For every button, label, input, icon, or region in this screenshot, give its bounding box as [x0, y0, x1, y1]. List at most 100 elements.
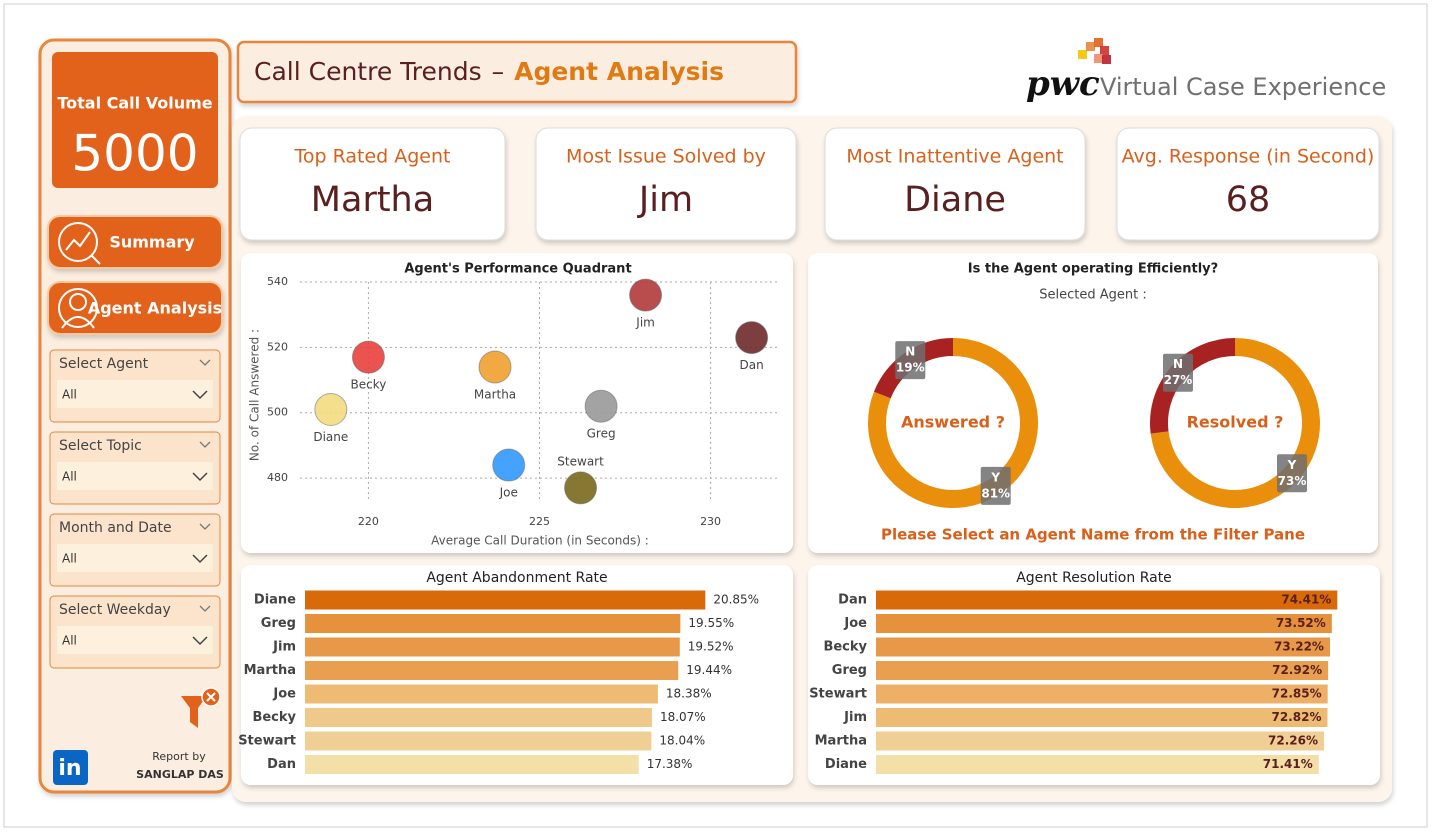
bar-category: Becky — [252, 710, 296, 725]
scatter-point[interactable] — [584, 389, 618, 423]
scatter-point[interactable] — [492, 448, 526, 482]
filter-label: Month and Date — [59, 520, 172, 536]
slice-value-label: 81% — [981, 486, 1010, 500]
chevron — [199, 605, 211, 612]
logo-square — [1094, 38, 1103, 47]
bar[interactable] — [305, 708, 652, 727]
kpi-label: Most Issue Solved by — [566, 146, 766, 168]
chevron — [199, 523, 211, 530]
bar-value-label: 19.55% — [688, 616, 734, 630]
bar[interactable] — [876, 755, 1319, 774]
total-card — [52, 52, 218, 188]
bar[interactable] — [876, 661, 1329, 680]
bar-value-label: 71.41% — [1263, 757, 1313, 771]
total-label: Total Call Volume — [57, 94, 212, 113]
bar-value-label: 72.92% — [1272, 663, 1322, 677]
y-tick-label: 520 — [267, 340, 288, 353]
bar-category: Joe — [843, 616, 867, 631]
slice-name: Y — [1287, 458, 1297, 472]
chevron — [199, 441, 211, 448]
slice-name: N — [1173, 357, 1183, 371]
chevron — [192, 390, 208, 400]
bar[interactable] — [876, 731, 1325, 751]
filter-label: Select Agent — [59, 356, 149, 372]
kpi-card — [239, 127, 506, 241]
logo-square — [1086, 42, 1095, 51]
bar[interactable] — [876, 614, 1332, 633]
scatter-point[interactable] — [314, 392, 348, 426]
slice-label-box — [1162, 353, 1193, 392]
logo-square — [1078, 50, 1087, 59]
bar-value-label: 73.22% — [1274, 640, 1324, 654]
efficiency-panel — [808, 253, 1378, 553]
bar[interactable] — [305, 731, 652, 751]
scatter-point[interactable] — [735, 321, 769, 355]
bar-category: Joe — [272, 687, 296, 702]
chevron — [192, 472, 208, 482]
bar[interactable] — [305, 684, 658, 704]
bar[interactable] — [305, 755, 639, 774]
slice-label-box — [1277, 454, 1308, 493]
bar[interactable] — [876, 637, 1330, 657]
point-label: Dan — [740, 358, 764, 372]
kpi-value: Martha — [311, 180, 434, 220]
bar-category: Greg — [832, 663, 867, 678]
kpi-card — [1116, 127, 1380, 241]
bar-value-label: 72.82% — [1271, 710, 1321, 724]
y-axis-label: No. of Call Answered : — [248, 329, 262, 461]
bar-category: Stewart — [238, 734, 296, 749]
kpi-card — [824, 127, 1086, 241]
kpi-label: Avg. Response (in Second) — [1122, 146, 1375, 168]
filter-dropdown[interactable] — [57, 380, 213, 408]
bar[interactable] — [876, 708, 1328, 727]
logo-square — [1102, 55, 1111, 64]
bar-category: Martha — [815, 734, 867, 749]
nav-icon — [61, 293, 95, 329]
bar-category: Dan — [267, 757, 296, 772]
scatter-point[interactable] — [629, 278, 663, 312]
bar[interactable] — [305, 637, 680, 657]
bar[interactable] — [876, 684, 1328, 704]
chart-title: Agent Abandonment Rate — [426, 570, 607, 586]
bar-category: Greg — [261, 616, 296, 631]
slice-value-label: 27% — [1164, 373, 1193, 387]
bar-category: Martha — [244, 663, 296, 678]
point-label: Stewart — [557, 454, 604, 468]
nav-label: Summary — [109, 233, 195, 252]
bar-category: Jim — [843, 710, 867, 725]
title-sub: Agent Analysis — [514, 57, 724, 86]
bar-value-label: 18.04% — [659, 734, 705, 748]
kpi-value: Jim — [637, 180, 693, 220]
bar[interactable] — [876, 590, 1338, 610]
report-by: Report by — [152, 750, 206, 763]
filter-dropdown[interactable] — [57, 626, 213, 654]
chevron — [199, 359, 211, 366]
scatter-point[interactable] — [564, 471, 598, 505]
bar-category: Jim — [272, 640, 296, 655]
scatter-point[interactable] — [478, 350, 512, 384]
bar-value-label: 18.38% — [666, 687, 712, 701]
filter-icon — [181, 696, 207, 728]
slice-name: Y — [990, 470, 1000, 484]
y-tick-label: 540 — [267, 275, 288, 288]
linkedin-icon[interactable] — [53, 750, 88, 785]
logo-square — [1100, 46, 1109, 55]
chevron — [192, 636, 208, 646]
filter-dropdown[interactable] — [57, 544, 213, 572]
title-main: Call Centre Trends — [254, 57, 482, 86]
slice-value-label: 19% — [896, 361, 925, 375]
bar[interactable] — [305, 614, 681, 633]
filter-dropdown[interactable] — [57, 462, 213, 490]
kpi-value: Diane — [904, 180, 1006, 220]
bar-category: Dan — [838, 593, 867, 608]
bar[interactable] — [305, 661, 679, 680]
bar[interactable] — [305, 590, 706, 610]
filter-value: All — [62, 470, 77, 484]
bar-value-label: 17.38% — [647, 757, 693, 771]
scatter-point[interactable] — [351, 340, 385, 374]
bar-value-label: 19.52% — [688, 640, 734, 654]
slice-name: N — [905, 345, 915, 359]
bar-value-label: 72.26% — [1268, 734, 1318, 748]
author: SANGLAP DAS — [136, 768, 224, 781]
bar-category: Diane — [825, 757, 867, 772]
